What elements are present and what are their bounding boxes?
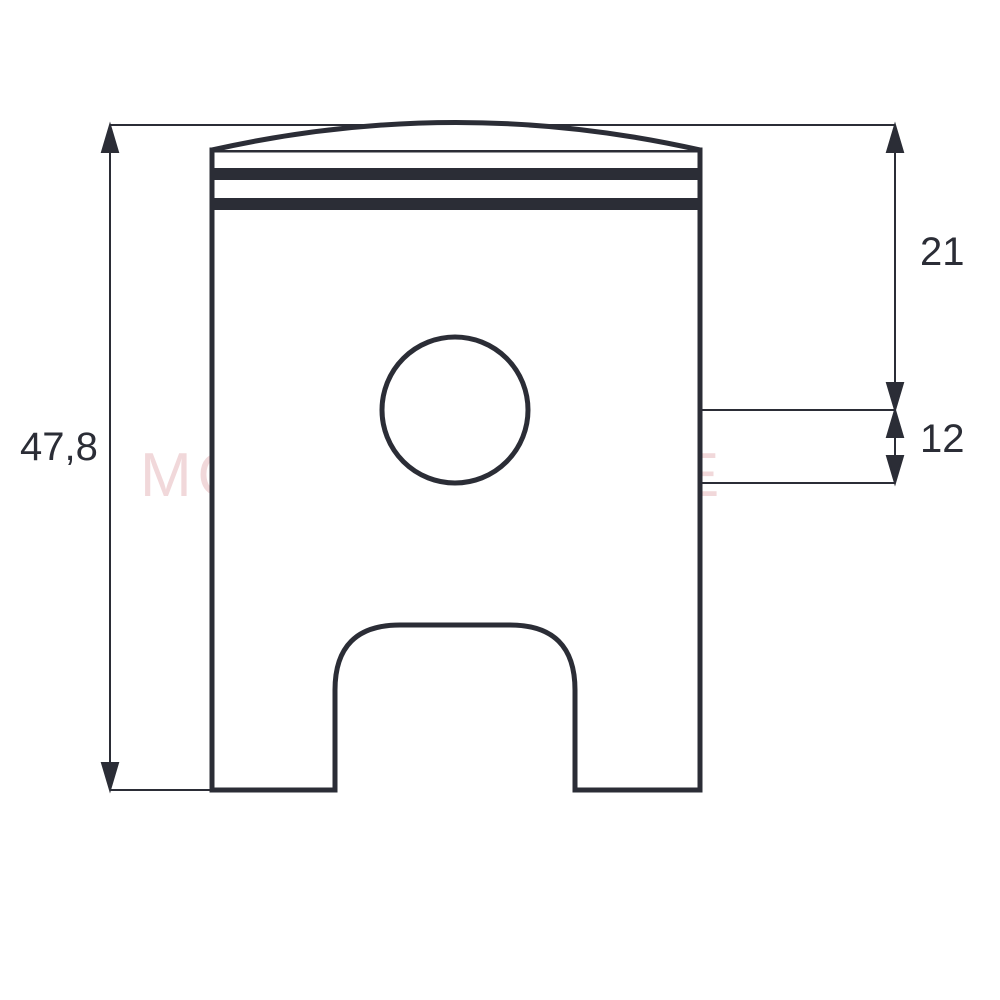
piston-diagram <box>0 0 1000 1000</box>
dim-total-height: 47,8 <box>20 425 98 470</box>
piston-outline <box>212 123 700 791</box>
dim-crown-to-pin: 21 <box>920 230 965 275</box>
dim-pin-diameter: 12 <box>920 417 965 462</box>
